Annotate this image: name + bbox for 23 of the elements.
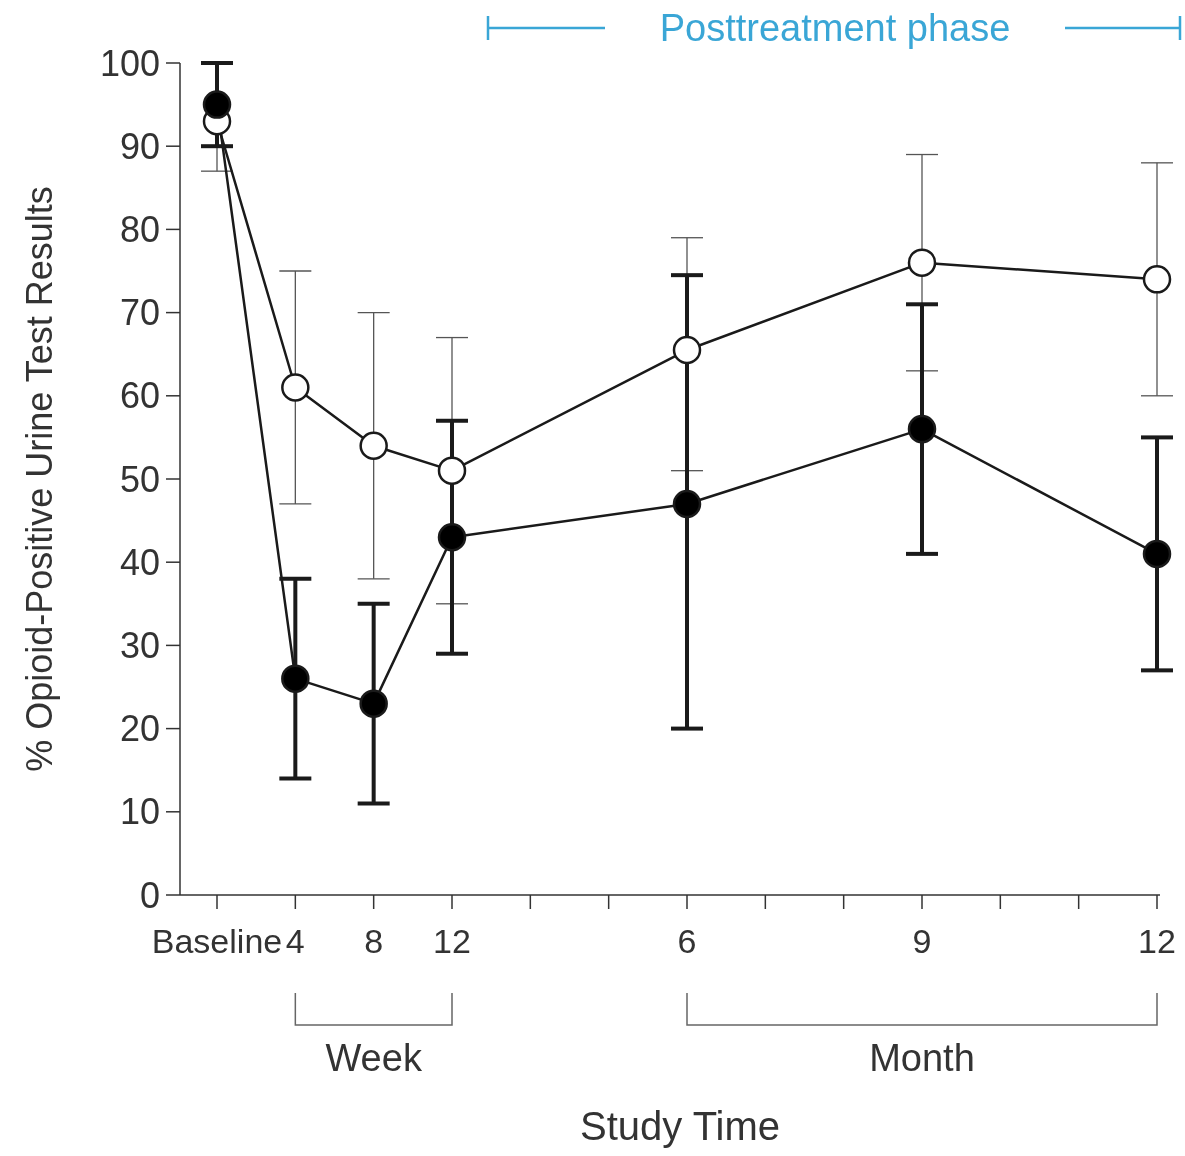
y-axis-title: % Opioid-Positive Urine Test Results <box>19 186 60 772</box>
y-tick-label: 100 <box>99 42 160 84</box>
y-tick-label: 40 <box>119 541 160 583</box>
y-tick-label: 20 <box>119 708 160 750</box>
x-tick-label: 8 <box>364 922 384 960</box>
x-axis-title: Study Time <box>579 1104 781 1148</box>
y-tick-label: 0 <box>139 874 160 916</box>
x-tick-label: Baseline <box>151 922 283 960</box>
y-tick-label: 10 <box>119 791 160 833</box>
text: Week <box>325 1037 423 1079</box>
x-tick-label: 9 <box>912 922 932 960</box>
y-tick-label: 60 <box>119 375 160 417</box>
y-tick-label: 30 <box>119 625 160 666</box>
y-tick-label: 70 <box>119 292 160 334</box>
text: Posttreatment phase <box>659 7 1011 50</box>
y-tick-label: 50 <box>119 458 160 500</box>
x-tick-label: 12 <box>433 922 471 960</box>
x-tick-label: 12 <box>1138 922 1176 960</box>
y-tick-label: 90 <box>119 125 160 167</box>
text: Month <box>869 1037 975 1079</box>
y-tick-label: 80 <box>119 209 160 250</box>
x-tick-label: 4 <box>285 922 305 960</box>
x-tick-label: 6 <box>677 922 697 960</box>
